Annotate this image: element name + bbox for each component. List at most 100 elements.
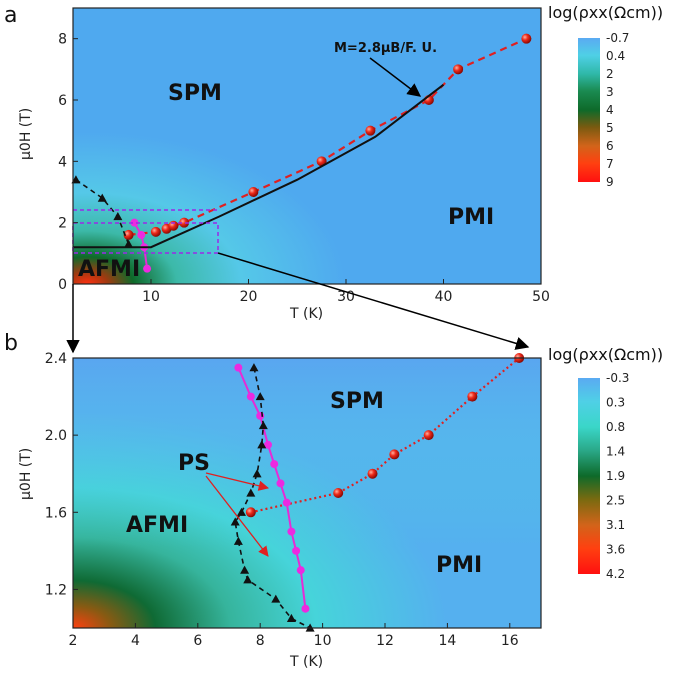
colorbar-tick-label-a-8: 9: [606, 175, 614, 189]
panel-b-magenta-circles-point-10: [301, 604, 310, 613]
colorbar-tick-label-a-6: 6: [606, 139, 614, 153]
panel-b-black-dashed-triangles-point-7: [230, 517, 240, 526]
colorbar-tick-label-b-0: -0.3: [606, 371, 629, 385]
annotation-arrow-a: [369, 57, 422, 97]
panel-b-black-dashed-triangles-point-1: [255, 392, 265, 401]
y-axis-label-a: μ0H (T): [18, 108, 34, 160]
region-label-afmi-a: AFMI: [78, 257, 140, 282]
panel-a-red-dashed-circles-point-1: [150, 226, 161, 237]
panel-a-black-solid-line: [73, 83, 445, 249]
colorbar-tick-label-b-5: 2.5: [606, 494, 625, 508]
colorbar-tick-label-a-5: 5: [606, 121, 614, 135]
colorbar-tick-label-b-6: 3.1: [606, 518, 625, 532]
zoom-arrow-right: [217, 252, 530, 350]
colorbar-tick-label-a-2: 2: [606, 67, 614, 81]
panel-a-red-dashed-circles-point-7: [365, 125, 376, 136]
panel-a-red-dashed-circles-point-10: [521, 33, 532, 44]
panel-b-magenta-circles-point-1: [246, 392, 255, 401]
panel-a-red-dashed-circles-point-3: [168, 220, 179, 231]
panel-b-black-dashed-triangles-point-8: [233, 536, 243, 545]
zoom-box-a: [72, 222, 219, 254]
x-tick-label-a-3: 40: [435, 289, 453, 305]
panel-b-black-dashed-triangles-point-11: [271, 594, 281, 603]
panel-label-b: b: [4, 331, 18, 356]
x-tick-label-a-1: 20: [240, 289, 258, 305]
panel-b-red-dotted-circles-point-1: [333, 488, 344, 498]
panel-a-magenta-circles-point-1: [137, 230, 146, 239]
ps-arrow-upper: [205, 472, 270, 491]
colorbar-tick-label-b-4: 1.9: [606, 469, 625, 483]
colorbar-tick-label-a-1: 0.4: [606, 49, 625, 63]
marks-panel-a: [71, 33, 532, 273]
panel-b-magenta-circles-point-3: [264, 440, 272, 449]
y-tick-label-b-3: 2.4: [45, 351, 67, 367]
panel-b-magenta-circles-point-4: [270, 460, 279, 469]
region-label-spm-b: SPM: [330, 389, 384, 414]
panel-a-black-dashed-triangles-point-2: [113, 212, 123, 221]
x-tick-label-b-1: 4: [131, 633, 140, 649]
y-tick-label-a-0: 0: [58, 277, 67, 293]
panel-b-red-dotted-circles-point-2: [367, 468, 378, 479]
colorbar-tick-label-b-1: 0.3: [606, 396, 625, 410]
x-tick-label-a-4: 50: [532, 289, 550, 305]
axes-panel-b: 2 4 6 8 10 12 14 16 1.2 1.6 2.0 2.4: [45, 351, 542, 649]
panel-b-black-dashed-triangles-point-0: [249, 363, 259, 372]
panel-b-magenta-circles-point-9: [296, 566, 305, 575]
panel-b-black-dashed-triangles-point-3: [257, 440, 267, 449]
panel-a-red-dashed-circles-point-5: [248, 187, 259, 197]
x-tick-label-b-2: 6: [193, 633, 202, 649]
y-tick-label-a-1: 2: [58, 216, 67, 232]
x-tick-label-b-3: 8: [256, 633, 265, 649]
plot-frame-a: [72, 7, 542, 285]
panel-b-black-dashed-triangles-point-4: [252, 469, 262, 478]
colorbar-ticks-a: -0.7 0.4 2 3 4 5 6 7 9: [606, 31, 629, 189]
colorbar-title-b: log(ρxx(Ωcm)): [548, 345, 663, 364]
y-tick-label-b-2: 2.0: [45, 428, 67, 444]
region-label-afmi-b: AFMI: [126, 513, 188, 538]
x-tick-label-b-5: 12: [376, 633, 394, 649]
annotation-magnetization: M=2.8μB/F. U.: [334, 41, 437, 56]
panel-b-black-dashed-triangles-point-9: [240, 565, 250, 574]
x-tick-label-b-6: 14: [438, 633, 456, 649]
panel-b-magenta-circles-point-6: [282, 498, 291, 507]
panel-a-red-dashed-circles-point-0: [123, 229, 134, 240]
plot-frame-b: [72, 357, 542, 629]
x-tick-label-b-4: 10: [314, 633, 332, 649]
annotation-ps: PS: [178, 451, 210, 476]
panel-label-a: a: [4, 3, 17, 28]
heatmap-b-overlay: [73, 358, 541, 628]
panel-a-magenta-circles-line: [133, 222, 149, 269]
panel-b-magenta-circles-point-8: [292, 546, 301, 555]
panel-a-magenta-circles-point-0: [130, 218, 139, 227]
panel-b-red-dotted-circles-point-0: [245, 507, 256, 518]
colorbar-a: [578, 38, 600, 182]
heatmap-a: [73, 8, 541, 284]
x-tick-label-b-0: 2: [69, 633, 78, 649]
y-tick-label-a-3: 6: [58, 93, 67, 109]
y-tick-label-a-4: 8: [58, 32, 67, 48]
panel-b-red-dotted-circles-point-3: [389, 449, 400, 460]
y-tick-label-a-2: 4: [58, 154, 67, 170]
panel-b-magenta-circles-point-5: [276, 479, 285, 488]
colorbar-tick-label-b-3: 1.4: [606, 445, 625, 459]
panel-b-black-dashed-triangles-point-10: [243, 575, 253, 584]
x-axis-label-b: T (K): [289, 654, 323, 670]
panel-a-red-dashed-circles-point-9: [453, 64, 464, 75]
panel-b-red-dotted-circles-point-4: [423, 430, 434, 441]
panel-b-black-dashed-triangles-point-5: [246, 488, 256, 497]
panel-b-red-dotted-circles-point-5: [467, 391, 478, 402]
x-tick-label-a-0: 10: [142, 289, 160, 305]
region-label-pmi-a: PMI: [448, 205, 494, 230]
colorbar-tick-label-a-7: 7: [606, 157, 614, 171]
colorbar-tick-label-a-4: 4: [606, 103, 614, 117]
region-label-pmi-b: PMI: [436, 553, 482, 578]
panel-a-black-dashed-triangles-point-0: [71, 175, 81, 184]
y-axis-label-b: μ0H (T): [18, 448, 34, 500]
colorbar-tick-label-a-3: 3: [606, 85, 614, 99]
panel-a-black-dashed-triangles-point-1: [97, 193, 107, 202]
colorbar-title-a: log(ρxx(Ωcm)): [548, 3, 663, 22]
panel-b-magenta-circles-point-7: [287, 527, 296, 536]
panel-b-black-dashed-triangles-point-12: [286, 613, 296, 622]
colorbar-tick-label-a-0: -0.7: [606, 31, 629, 45]
